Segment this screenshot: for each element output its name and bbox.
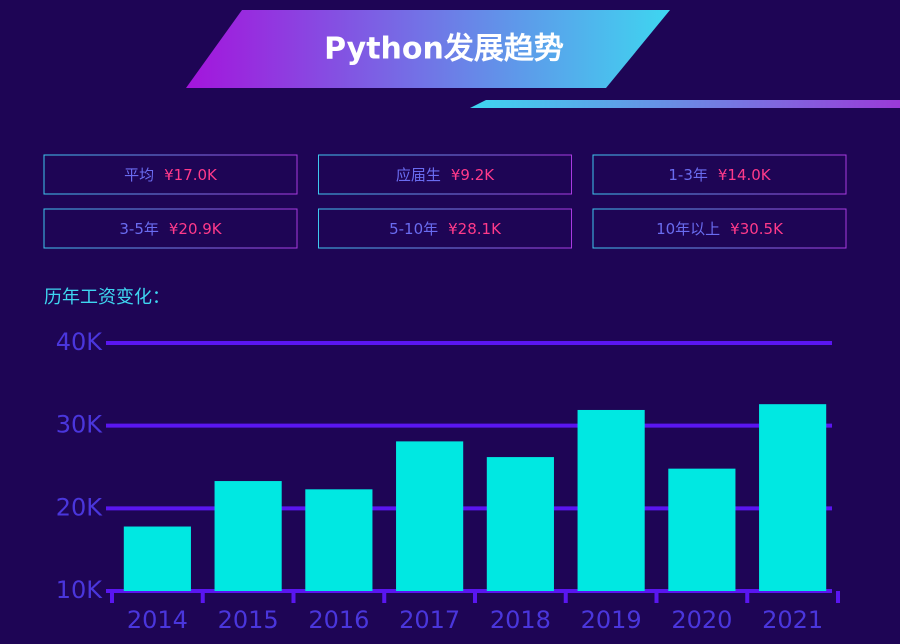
stat-text: 应届生 ¥9.2K <box>396 166 495 184</box>
x-tick-label: 2021 <box>762 606 823 634</box>
x-tick-label: 2018 <box>490 606 551 634</box>
bar <box>305 489 373 591</box>
stat-value: ¥30.5K <box>730 220 784 238</box>
stat-label: 5-10年 <box>389 220 438 238</box>
stat-value: ¥14.0K <box>718 166 772 184</box>
bar <box>486 457 554 591</box>
stat-card <box>592 154 847 195</box>
stat-label: 应届生 <box>396 166 441 184</box>
stat-label: 10年以上 <box>656 220 720 238</box>
stat-text: 1-3年 ¥14.0K <box>668 166 771 184</box>
stat-text: 平均 ¥17.0K <box>124 166 218 184</box>
stat-text: 3-5年 ¥20.9K <box>119 220 222 238</box>
stat-text: 5-10年 ¥28.1K <box>389 220 502 238</box>
stat-value: ¥28.1K <box>448 220 502 238</box>
stat-value: ¥9.2K <box>451 166 495 184</box>
stat-label: 平均 <box>124 166 154 184</box>
stat-card <box>318 208 572 249</box>
stat-value: ¥20.9K <box>169 220 223 238</box>
stat-label: 3-5年 <box>119 220 159 238</box>
y-tick-label: 30K <box>56 411 104 439</box>
chart-title: 历年工资变化： <box>44 287 170 308</box>
stat-card <box>43 154 298 195</box>
stat-text: 10年以上 ¥30.5K <box>656 220 784 238</box>
x-tick-label: 2020 <box>671 606 732 634</box>
bar <box>668 468 736 591</box>
bar <box>577 409 645 591</box>
x-tick-label: 2015 <box>218 606 279 634</box>
x-tick-label: 2017 <box>399 606 460 634</box>
x-tick-label: 2019 <box>581 606 642 634</box>
y-tick-label: 10K <box>56 576 104 604</box>
bar <box>214 481 282 591</box>
bar <box>759 404 827 591</box>
bar <box>123 526 191 591</box>
stat-value: ¥17.0K <box>164 166 218 184</box>
header-banner <box>186 10 670 88</box>
bar <box>396 441 464 591</box>
stat-card <box>43 208 298 249</box>
stat-card <box>318 154 572 195</box>
x-tick-label: 2014 <box>127 606 188 634</box>
stat-label: 1-3年 <box>668 166 708 184</box>
y-tick-label: 20K <box>56 493 104 521</box>
x-tick-label: 2016 <box>308 606 369 634</box>
stat-card <box>592 208 847 249</box>
y-tick-label: 40K <box>56 328 104 356</box>
page-title: Python发展趋势 <box>324 32 564 67</box>
header-underline <box>470 100 900 108</box>
